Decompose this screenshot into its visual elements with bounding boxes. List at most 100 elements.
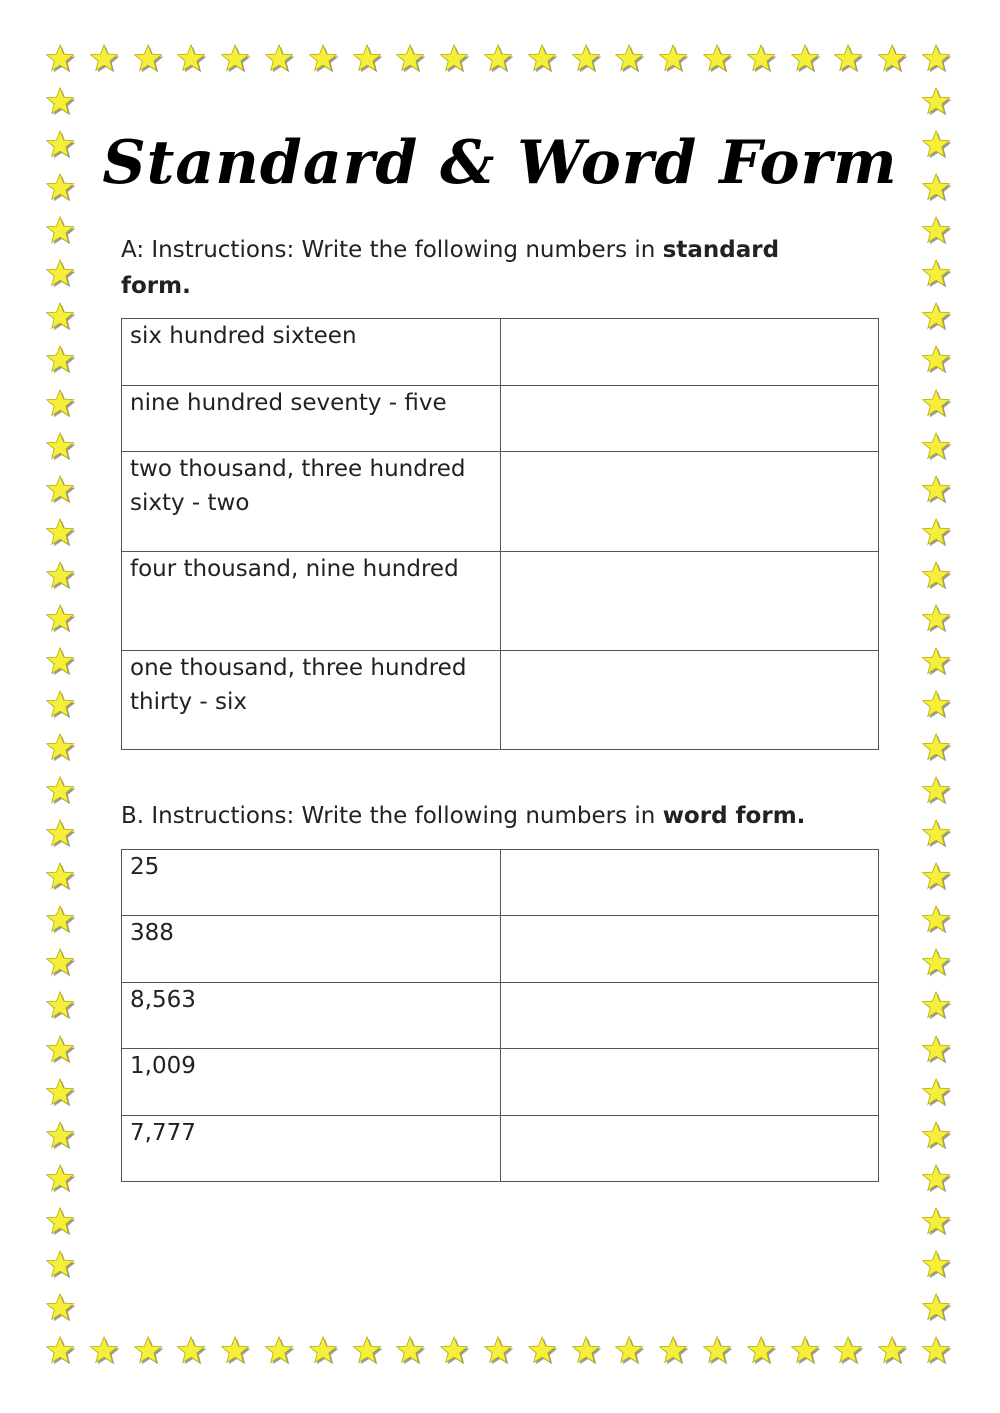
star-icon (45, 905, 77, 937)
section-b-table: 25 388 8,563 1,009 7,777 (121, 849, 879, 1182)
table-row: one thousand, three hundred thirty - six (121, 650, 879, 750)
star-icon (45, 1335, 77, 1368)
star-icon (352, 1335, 384, 1368)
star-icon (45, 646, 77, 679)
instruction-bold: standard form. (121, 237, 780, 299)
star-icon (45, 130, 77, 162)
star-icon (702, 1335, 734, 1368)
star-icon (176, 43, 208, 76)
star-icon (921, 1077, 953, 1110)
star-icon (571, 43, 603, 76)
star-icon (921, 130, 953, 162)
answer-cell[interactable] (499, 385, 879, 452)
prompt-cell: 388 (121, 915, 501, 983)
star-icon (790, 43, 822, 76)
star-icon (921, 732, 953, 765)
instruction-text: B. Instructions: Write the following num… (121, 803, 663, 829)
prompt-cell: six hundred sixteen (121, 318, 501, 386)
instruction-bold: word form. (662, 803, 806, 829)
instruction-text: A: Instructions: Write the following num… (121, 237, 663, 263)
answer-cell[interactable] (499, 318, 879, 386)
star-icon (921, 302, 953, 334)
star-icon (45, 776, 77, 808)
star-icon (921, 474, 953, 507)
star-icon (308, 43, 340, 76)
star-icon (746, 1335, 778, 1368)
star-icon (45, 603, 77, 636)
star-icon (921, 819, 953, 851)
star-icon (527, 1335, 559, 1368)
answer-cell[interactable] (499, 650, 879, 750)
prompt-cell: 25 (121, 849, 501, 916)
star-icon (45, 948, 77, 980)
page-title: Standard & Word Form (102, 128, 898, 198)
table-row: two thousand, three hundred sixty - two (121, 451, 879, 552)
answer-cell[interactable] (499, 451, 879, 552)
star-icon (45, 991, 77, 1023)
star-icon (45, 560, 77, 593)
star-icon (264, 43, 296, 76)
star-icon (921, 1163, 953, 1196)
star-icon (45, 1249, 77, 1282)
star-icon (45, 1206, 77, 1239)
star-icon (45, 862, 77, 894)
star-icon (439, 1335, 471, 1368)
star-icon (45, 474, 77, 507)
star-icon (45, 1077, 77, 1110)
star-icon (702, 43, 734, 76)
answer-cell[interactable] (499, 551, 879, 651)
table-row: six hundred sixteen (121, 318, 879, 386)
table-row: four thousand, nine hundred (121, 551, 879, 651)
star-icon (176, 1335, 208, 1368)
prompt-cell: one thousand, three hundred thirty - six (121, 650, 501, 750)
star-icon (483, 43, 515, 76)
star-icon (658, 1335, 690, 1368)
star-icon (921, 1206, 953, 1239)
prompt-cell: 7,777 (121, 1115, 501, 1182)
answer-cell[interactable] (499, 915, 879, 983)
star-icon (483, 1335, 515, 1368)
star-icon (45, 302, 77, 334)
star-icon (921, 431, 953, 464)
star-icon (746, 43, 778, 76)
star-icon (614, 1335, 646, 1368)
star-icon (439, 43, 471, 76)
star-icon (45, 732, 77, 765)
prompt-cell: 8,563 (121, 982, 501, 1049)
star-icon (352, 43, 384, 76)
star-icon (921, 603, 953, 636)
section-a-table: six hundred sixteen nine hundred seventy… (121, 318, 879, 750)
star-icon (220, 43, 252, 76)
star-icon (571, 1335, 603, 1368)
star-icon (133, 1335, 165, 1368)
star-icon (833, 1335, 865, 1368)
star-icon (527, 43, 559, 76)
star-icon (45, 86, 77, 119)
star-icon (921, 517, 953, 550)
table-row: 25 (121, 849, 879, 916)
prompt-cell: 1,009 (121, 1048, 501, 1116)
star-icon (921, 1249, 953, 1282)
star-icon (658, 43, 690, 76)
star-icon (395, 43, 427, 76)
star-icon (921, 388, 953, 421)
answer-cell[interactable] (499, 1048, 879, 1116)
answer-cell[interactable] (499, 849, 879, 916)
star-icon (921, 1120, 953, 1153)
star-icon (921, 1034, 953, 1067)
answer-cell[interactable] (499, 982, 879, 1049)
section-a-instruction: A: Instructions: Write the following num… (121, 232, 841, 304)
star-icon (45, 689, 77, 722)
star-icon (220, 1335, 252, 1368)
star-icon (921, 1335, 953, 1368)
star-icon (45, 173, 77, 205)
star-icon (921, 86, 953, 119)
answer-cell[interactable] (499, 1115, 879, 1182)
table-row: nine hundred seventy - five (121, 385, 879, 452)
star-icon (45, 1163, 77, 1196)
prompt-cell: two thousand, three hundred sixty - two (121, 451, 501, 552)
star-icon (45, 259, 77, 291)
star-icon (921, 345, 953, 377)
table-row: 7,777 (121, 1115, 879, 1182)
